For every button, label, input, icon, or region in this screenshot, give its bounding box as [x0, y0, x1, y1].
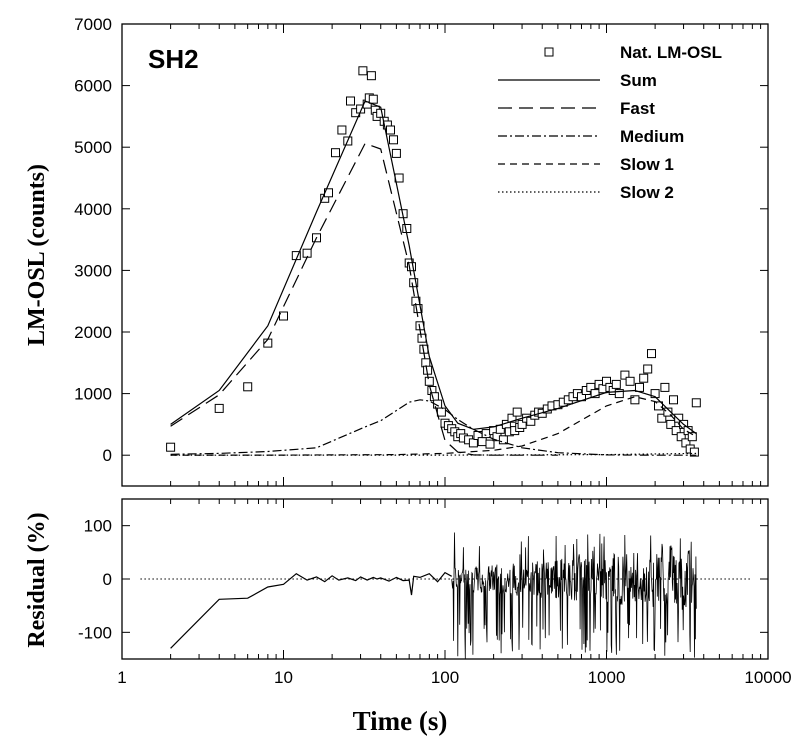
residual-panel: -100 0 100 1 10 100 1000 10000	[78, 498, 792, 687]
data-point	[498, 435, 508, 445]
residual-y-ticks: -100 0 100	[78, 517, 768, 642]
data-point	[630, 395, 640, 405]
main-y-tick-label: 1000	[74, 385, 112, 404]
main-plot-frame	[121, 23, 769, 487]
data-point	[590, 389, 600, 399]
data-point	[611, 379, 621, 389]
main-x-ticks	[121, 24, 769, 486]
data-point	[468, 438, 478, 448]
residual-y-axis-label: Residual (%)	[24, 512, 50, 647]
data-point	[674, 413, 684, 423]
legend-label-fast: Fast	[620, 99, 655, 118]
main-y-tick-label: 3000	[74, 261, 112, 280]
x-tick-label: 10000	[744, 668, 791, 687]
data-point	[689, 447, 699, 457]
data-point	[481, 429, 491, 439]
panel-label: SH2	[148, 44, 199, 74]
data-point	[337, 125, 347, 135]
data-point	[366, 71, 376, 81]
data-point	[413, 304, 423, 314]
legend-label-sum: Sum	[620, 71, 657, 90]
data-point	[650, 389, 660, 399]
legend-marker-nat-lm-osl	[544, 47, 554, 57]
x-tick-label: 10	[274, 668, 293, 687]
legend-label-slow-1: Slow 1	[620, 155, 674, 174]
data-point	[436, 407, 446, 417]
x-tick-label: 100	[431, 668, 459, 687]
data-point	[669, 395, 678, 405]
main-y-tick-label: 5000	[74, 138, 112, 157]
data-point	[512, 407, 522, 417]
data-point	[691, 398, 701, 408]
data-point	[671, 426, 681, 436]
series-line-sum	[170, 100, 697, 435]
data-point	[376, 108, 386, 118]
legend-label-slow-2: Slow 2	[620, 183, 674, 202]
data-point	[663, 407, 673, 417]
data-point	[625, 376, 635, 386]
data-point	[368, 94, 378, 104]
residual-x-ticks: 1 10 100 1000 10000	[117, 499, 792, 687]
data-point	[687, 432, 697, 442]
residual-noise	[451, 532, 697, 659]
data-point	[331, 148, 340, 158]
data-point	[243, 382, 253, 392]
residual-y-tick-label: -100	[78, 623, 112, 642]
data-point	[391, 148, 401, 158]
data-point	[302, 248, 312, 258]
data-point	[485, 439, 495, 449]
data-point	[386, 125, 395, 135]
data-point	[417, 333, 427, 343]
data-point	[424, 376, 434, 386]
legend-label-nat-lm-osl: Nat. LM-OSL	[620, 43, 722, 62]
legend: Nat. LM-OSL Sum Fast Medium Slow 1 Slow 2	[498, 43, 722, 202]
x-tick-label: 1000	[588, 668, 626, 687]
data-point	[614, 389, 624, 399]
main-series-group	[166, 66, 701, 457]
main-y-tick-label: 2000	[74, 323, 112, 342]
data-point	[657, 413, 667, 423]
series-line-slow-2	[170, 452, 697, 456]
residual-y-tick-label: 0	[103, 570, 112, 589]
main-y-tick-label: 0	[103, 446, 112, 465]
data-point	[214, 403, 224, 413]
residual-series-group	[140, 532, 753, 659]
data-point	[639, 373, 649, 383]
data-point	[409, 278, 419, 288]
series-line-slow-1	[170, 396, 697, 456]
data-point	[356, 104, 366, 114]
data-point	[620, 370, 630, 380]
data-point	[358, 66, 368, 76]
data-point	[647, 349, 656, 359]
x-tick-label: 1	[117, 668, 126, 687]
data-point	[166, 442, 176, 452]
main-y-tick-label: 7000	[74, 15, 112, 34]
data-point	[654, 401, 663, 411]
data-point	[635, 382, 644, 392]
main-y-axis-label: LM-OSL (counts)	[24, 164, 50, 346]
data-point	[389, 135, 398, 145]
data-point	[407, 262, 416, 272]
data-point	[346, 96, 355, 106]
series-line-fast	[170, 142, 558, 456]
data-point	[507, 413, 517, 423]
legend-label-medium: Medium	[620, 127, 684, 146]
main-panel: 0 1000 2000 3000 4000 5000 6000 7000 SH2 Nat. L…	[74, 15, 769, 487]
main-y-ticks: 0 1000 2000 3000 4000 5000 6000 7000	[74, 15, 768, 465]
x-axis-label: Time (s)	[353, 706, 448, 736]
main-y-tick-label: 6000	[74, 77, 112, 96]
data-point	[643, 364, 653, 374]
main-y-tick-label: 4000	[74, 200, 112, 219]
data-point	[666, 419, 676, 429]
data-point	[676, 432, 686, 442]
data-point	[477, 437, 487, 447]
series-line-medium	[170, 399, 697, 456]
residual-line-residual	[170, 571, 452, 649]
residual-y-tick-label: 100	[84, 517, 112, 536]
data-point	[660, 382, 670, 392]
